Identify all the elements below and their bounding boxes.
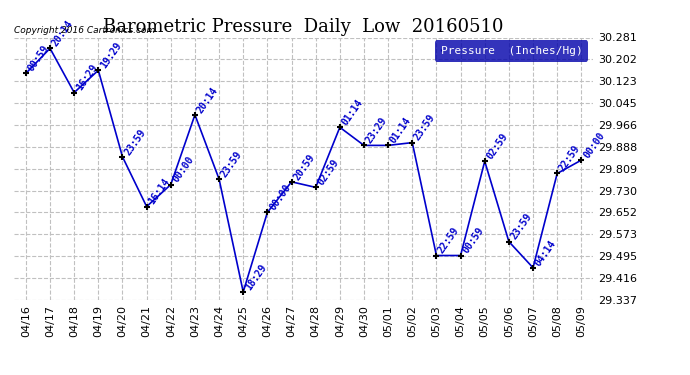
Text: 23:59: 23:59 — [509, 212, 534, 242]
Text: 23:59: 23:59 — [412, 113, 437, 142]
Text: 00:00: 00:00 — [170, 155, 196, 184]
Text: 01:14: 01:14 — [339, 98, 365, 128]
Text: 16:14: 16:14 — [146, 177, 172, 207]
Text: 16:29: 16:29 — [75, 63, 99, 93]
Text: 20:59: 20:59 — [291, 152, 317, 182]
Legend: Pressure  (Inches/Hg): Pressure (Inches/Hg) — [435, 40, 588, 62]
Text: 00:59: 00:59 — [26, 44, 51, 74]
Text: 01:14: 01:14 — [388, 116, 413, 146]
Text: 23:29: 23:29 — [364, 116, 389, 146]
Text: 20:14: 20:14 — [50, 18, 75, 48]
Text: 00:59: 00:59 — [461, 226, 486, 255]
Text: 20:14: 20:14 — [195, 85, 220, 115]
Text: 02:59: 02:59 — [315, 158, 341, 188]
Text: Copyright 2016 Cartronics.com: Copyright 2016 Cartronics.com — [14, 26, 155, 35]
Text: 23:59: 23:59 — [219, 149, 244, 179]
Text: 04:14: 04:14 — [533, 238, 558, 268]
Text: 02:59: 02:59 — [484, 132, 510, 161]
Text: 19:29: 19:29 — [98, 40, 124, 70]
Title: Barometric Pressure  Daily  Low  20160510: Barometric Pressure Daily Low 20160510 — [104, 18, 504, 36]
Text: 00:00: 00:00 — [268, 183, 293, 212]
Text: 22:59: 22:59 — [558, 144, 582, 174]
Text: 23:59: 23:59 — [123, 127, 148, 157]
Text: 00:00: 00:00 — [581, 130, 607, 160]
Text: 18:29: 18:29 — [243, 262, 268, 292]
Text: 22:59: 22:59 — [436, 226, 462, 255]
